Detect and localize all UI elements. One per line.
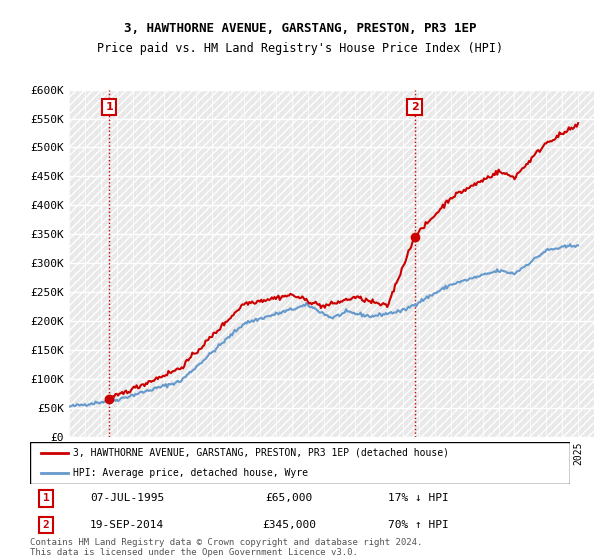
Text: HPI: Average price, detached house, Wyre: HPI: Average price, detached house, Wyre (73, 468, 308, 478)
Text: 1: 1 (43, 493, 50, 503)
Text: 1: 1 (105, 102, 113, 112)
Text: 17% ↓ HPI: 17% ↓ HPI (388, 493, 449, 503)
Text: £345,000: £345,000 (262, 520, 316, 530)
Text: 3, HAWTHORNE AVENUE, GARSTANG, PRESTON, PR3 1EP (detached house): 3, HAWTHORNE AVENUE, GARSTANG, PRESTON, … (73, 448, 449, 458)
Text: 2: 2 (43, 520, 50, 530)
Text: 70% ↑ HPI: 70% ↑ HPI (388, 520, 449, 530)
Text: £65,000: £65,000 (266, 493, 313, 503)
Text: 19-SEP-2014: 19-SEP-2014 (90, 520, 164, 530)
FancyBboxPatch shape (30, 442, 570, 484)
Text: 2: 2 (410, 102, 418, 112)
Text: 3, HAWTHORNE AVENUE, GARSTANG, PRESTON, PR3 1EP: 3, HAWTHORNE AVENUE, GARSTANG, PRESTON, … (124, 22, 476, 35)
Text: Price paid vs. HM Land Registry's House Price Index (HPI): Price paid vs. HM Land Registry's House … (97, 42, 503, 55)
Text: 07-JUL-1995: 07-JUL-1995 (90, 493, 164, 503)
Text: Contains HM Land Registry data © Crown copyright and database right 2024.
This d: Contains HM Land Registry data © Crown c… (30, 538, 422, 557)
